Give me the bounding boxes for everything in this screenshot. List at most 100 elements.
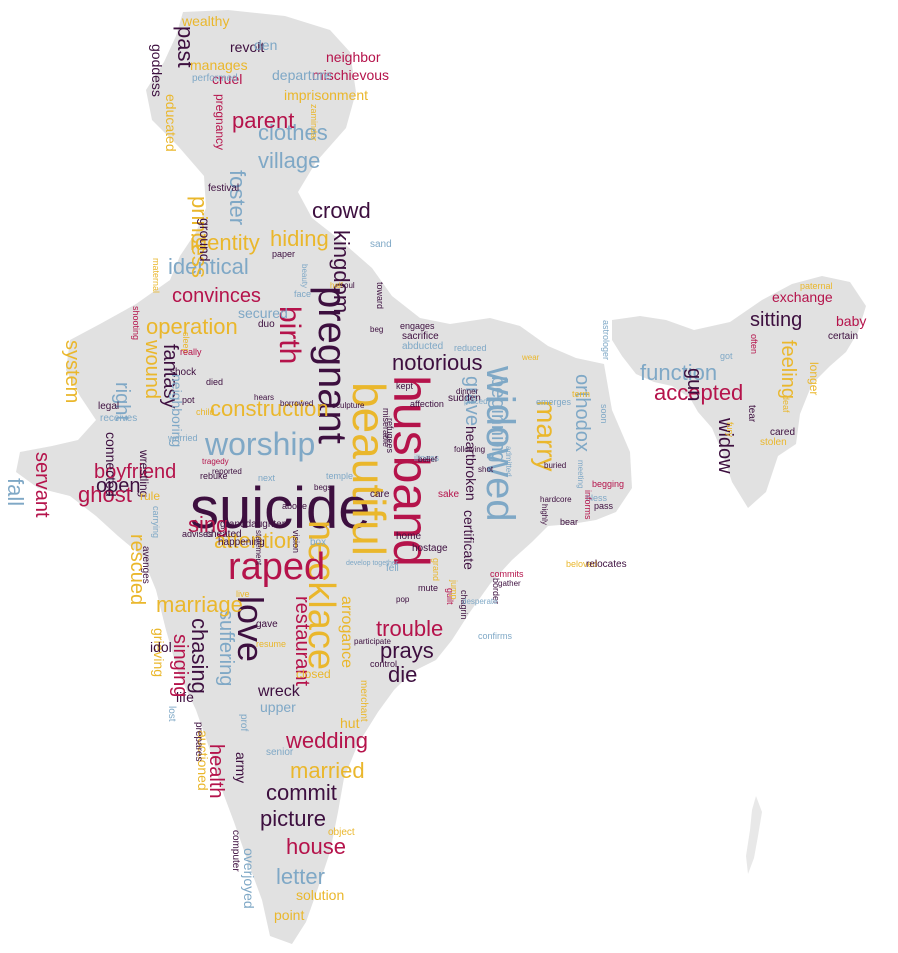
word-sudden: sudden <box>448 393 481 404</box>
word-home: home <box>396 531 422 542</box>
word-gave: gave <box>256 619 278 630</box>
word-fury: fury <box>725 422 735 438</box>
word-shooting: shooting <box>131 306 141 341</box>
word-rebuke: rebuke <box>200 471 228 481</box>
word-following: following <box>454 445 486 454</box>
word-happening: happening <box>218 537 265 548</box>
word-hears: hears <box>254 393 275 402</box>
word-emerges: emerges <box>536 397 572 407</box>
word-sacrifice: sacrifice <box>402 331 439 342</box>
word-system: system <box>61 340 83 404</box>
word-crowd: crowd <box>312 198 371 223</box>
word-clothes: clothes <box>258 120 328 145</box>
word-prepares: prepares <box>193 722 204 762</box>
word-army: army <box>233 752 249 784</box>
word-lost: lost <box>166 706 177 722</box>
word-gather: gather <box>498 579 521 588</box>
word-belief: belief <box>418 455 438 464</box>
word-trouble: trouble <box>376 616 444 641</box>
word-overjoyed: overjoyed <box>241 848 257 909</box>
word-wedding: wedding <box>286 728 368 753</box>
word-sand: sand <box>370 239 392 250</box>
word-merchant: merchant <box>358 680 369 722</box>
word-miserable: miserable <box>381 408 391 448</box>
word-open: open <box>96 475 141 497</box>
word-sing: sing <box>188 512 229 537</box>
word-foster: foster <box>225 170 250 226</box>
word-wealthy: wealthy <box>182 13 230 29</box>
word-letter: letter <box>276 864 325 889</box>
word-convinces: convinces <box>172 285 261 307</box>
word-cared: cared <box>770 427 796 438</box>
word-certain: certain <box>828 331 859 342</box>
word-live: live <box>236 589 250 599</box>
word-face: face <box>294 289 312 299</box>
word-resume: resume <box>256 639 287 649</box>
word-identical: identical <box>168 254 249 279</box>
word-engages: engages <box>400 321 435 331</box>
word-borrowed: borrowed <box>280 399 314 408</box>
word-participate: participate <box>354 637 391 646</box>
word-goddess: goddess <box>149 44 165 97</box>
word-life: life <box>176 689 194 705</box>
word-mischievous: mischievous <box>312 67 390 83</box>
word-kingdom: kingdom <box>329 230 354 314</box>
word-idol: idol <box>150 639 172 655</box>
word-house: house <box>286 834 346 859</box>
word-vision: vision <box>291 530 301 554</box>
word-function: function <box>640 360 718 385</box>
word-placed: placed <box>464 397 488 406</box>
word-highly: highly <box>540 504 549 525</box>
word-suicide: suicide <box>190 476 371 541</box>
word-imprisonment: imprisonment <box>284 87 369 103</box>
word-wear: wear <box>522 353 540 362</box>
word-develop-together: develop together <box>346 560 399 567</box>
word-abducted: abducted <box>402 341 444 352</box>
word-grand: grand <box>431 558 441 582</box>
word-begs: begs <box>314 483 332 492</box>
word-jump: jump <box>449 580 459 600</box>
word-avenges: avenges <box>140 546 151 584</box>
word-astrologer: astrologer <box>601 320 611 361</box>
word-worship: worship <box>205 426 316 462</box>
word-really: really <box>180 347 202 357</box>
word-wreck: wreck <box>258 683 300 700</box>
word-attention: attention <box>214 528 299 553</box>
mainland-shape <box>16 10 632 944</box>
word-half: half <box>330 281 343 290</box>
andaman-islands-shape <box>746 796 762 874</box>
word-paper: paper <box>272 249 296 259</box>
word-exchange: exchange <box>772 289 833 305</box>
word-upper: upper <box>260 699 296 715</box>
word-shock: shock <box>170 367 197 378</box>
word-next: next <box>258 473 276 483</box>
word-computer: computer <box>230 830 241 872</box>
word-box: box <box>310 537 327 548</box>
word-term: term <box>572 389 590 399</box>
word-maternal: maternal <box>151 258 161 294</box>
word-closed: closed <box>296 667 331 681</box>
word-senior: senior <box>266 747 294 758</box>
word-picture: picture <box>260 806 327 831</box>
word-manages: manages <box>190 57 248 73</box>
word-died: died <box>206 377 224 387</box>
word-zamindar: zamindar <box>309 104 319 142</box>
word-gun: gun <box>683 368 705 402</box>
word-pregnancy: pregnancy <box>213 94 227 151</box>
word-tear: tear <box>746 405 757 423</box>
word-reduced: reduced <box>454 343 487 353</box>
word-secured: secured <box>238 305 288 321</box>
word-tragedy: tragedy <box>202 457 229 466</box>
word-receives: receives <box>100 413 138 424</box>
word-often: often <box>749 334 759 355</box>
word-desperate: desperate <box>462 597 498 606</box>
word-notorious: notorious <box>392 350 483 375</box>
word-meeting: meeting <box>576 460 585 489</box>
word-care: care <box>370 489 390 500</box>
word-pot: pot <box>182 395 195 405</box>
word-dinner: dinner <box>456 387 479 396</box>
word-chasing: chasing <box>187 618 212 694</box>
word-shot: shot <box>478 465 494 474</box>
word-baby: baby <box>836 313 867 329</box>
